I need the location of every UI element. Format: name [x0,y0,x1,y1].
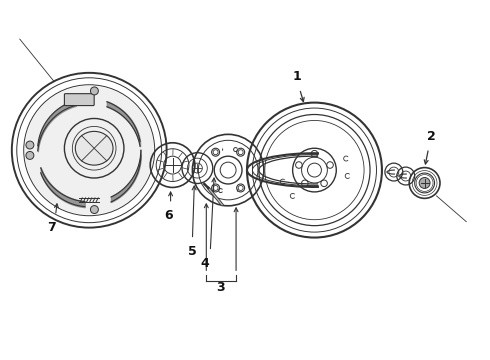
Circle shape [26,152,34,159]
Text: 5: 5 [188,245,197,258]
Circle shape [26,141,34,149]
Circle shape [91,206,98,213]
Circle shape [419,177,430,188]
Ellipse shape [75,131,113,165]
Text: 3: 3 [216,281,224,294]
Circle shape [91,87,98,95]
Text: 4: 4 [200,257,209,270]
Text: 2: 2 [427,130,436,143]
Text: 1: 1 [292,70,301,83]
Text: 6: 6 [164,209,173,222]
Circle shape [24,86,154,215]
Text: 7: 7 [47,221,56,234]
FancyBboxPatch shape [64,94,94,105]
